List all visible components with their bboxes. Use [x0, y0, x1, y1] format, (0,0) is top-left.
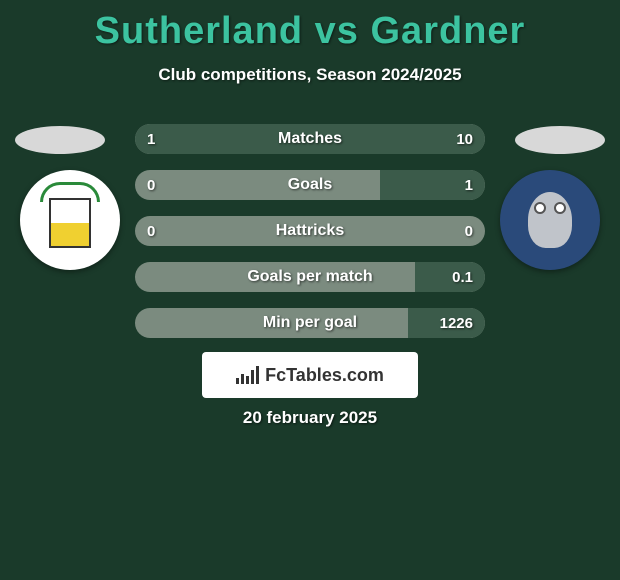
stat-value-right: 1 [453, 170, 485, 200]
club-badge-left [20, 170, 120, 270]
source-logo-text: FcTables.com [265, 365, 384, 386]
page-title: Sutherland vs Gardner [0, 0, 620, 53]
stat-row: Matches1 10 [135, 124, 485, 154]
stat-label: Matches [135, 124, 485, 154]
club-badge-right [500, 170, 600, 270]
oldham-owl-icon [510, 180, 590, 260]
stat-label: Hattricks [135, 216, 485, 246]
stat-row: Min per goal1226 [135, 308, 485, 338]
stats-list: Matches110Goals01Hattricks00Goals per ma… [135, 124, 485, 354]
stat-row: Goals per match0.1 [135, 262, 485, 292]
stat-value-left: 0 [135, 216, 167, 246]
date-label: 20 february 2025 [0, 408, 620, 428]
stat-row: Goals0 1 [135, 170, 485, 200]
stat-value-right: 10 [444, 124, 485, 154]
player-left-avatar-placeholder [15, 126, 105, 154]
comparison-card: Sutherland vs Gardner Club competitions,… [0, 0, 620, 580]
stat-value-right: 0.1 [440, 262, 485, 292]
stat-value-right: 1226 [428, 308, 485, 338]
source-logo: FcTables.com [202, 352, 418, 398]
bar-chart-icon [236, 366, 259, 384]
subtitle: Club competitions, Season 2024/2025 [0, 65, 620, 85]
stat-value-left: 1 [135, 124, 167, 154]
solihull-crest-icon [30, 180, 110, 260]
stat-label: Goals per match [135, 262, 485, 292]
stat-value-left: 0 [135, 170, 167, 200]
stat-value-right: 0 [453, 216, 485, 246]
stat-label: Goals [135, 170, 485, 200]
stat-row: Hattricks0 0 [135, 216, 485, 246]
player-right-avatar-placeholder [515, 126, 605, 154]
